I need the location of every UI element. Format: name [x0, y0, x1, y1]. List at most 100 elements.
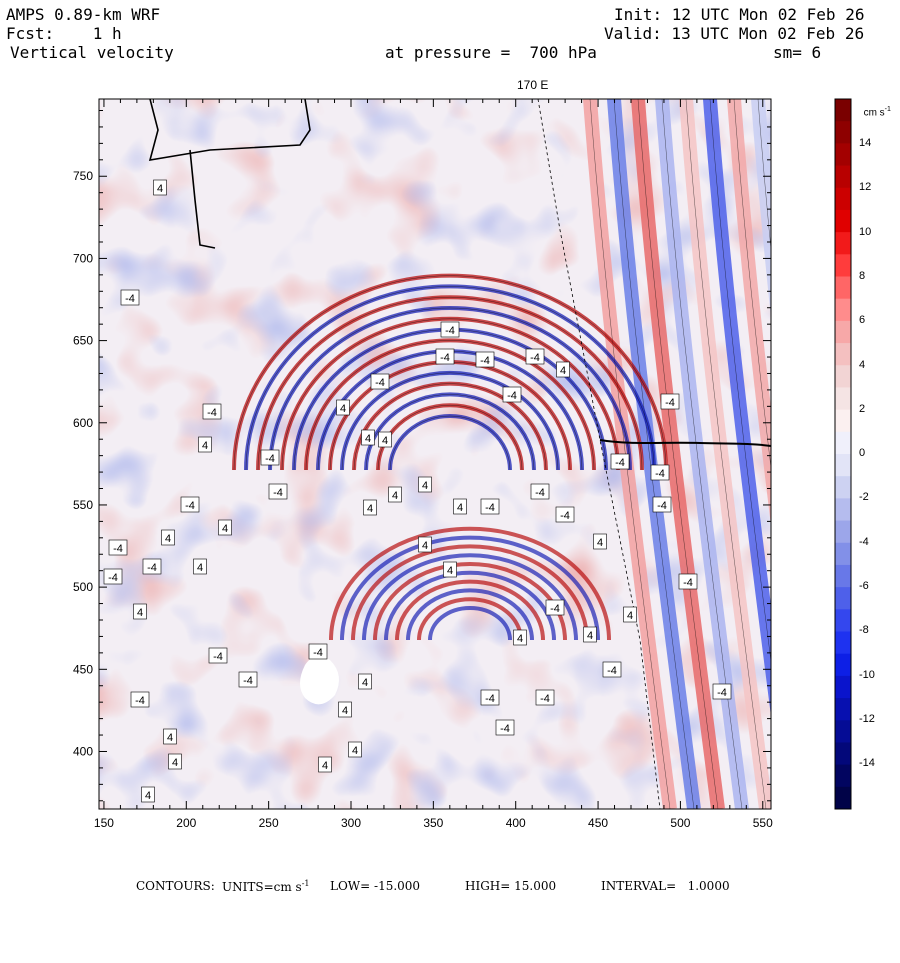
y-tick-label: 750 [73, 169, 93, 183]
contour-label-box [363, 499, 377, 516]
colorbar-swatch [835, 675, 851, 699]
lee-wave-arc [329, 526, 611, 641]
contour-label-box [142, 558, 162, 575]
contour-label-box [535, 689, 555, 706]
colorbar-tick-label: -4 [859, 535, 869, 548]
contour-label: 4 [222, 523, 228, 535]
colorbar-swatch [835, 454, 851, 477]
contour-label: 4 [365, 433, 371, 445]
y-tick-label: 500 [73, 580, 93, 594]
x-tick-label: 450 [588, 816, 608, 830]
contour-label: -4 [135, 695, 145, 707]
colorbar-swatch [835, 720, 851, 743]
contour-label-box [130, 691, 150, 708]
contour-label: -4 [665, 397, 675, 409]
meridian-label: 170 E [517, 78, 549, 92]
contour-label: -4 [507, 390, 517, 402]
contour-label-box [480, 689, 500, 706]
contour-label: 4 [517, 633, 523, 645]
colorbar-tick-label: 14 [859, 137, 872, 149]
contours-label: CONTOURS: [136, 879, 215, 893]
lee-wave-arc-contour [389, 415, 511, 471]
contour-label-box [198, 436, 212, 453]
contour-label: -4 [213, 651, 223, 663]
x-tick-label: 500 [670, 816, 690, 830]
colorbar-swatch [835, 786, 851, 810]
colorbar-swatch [835, 165, 851, 189]
colorbar-tick-label: 4 [859, 358, 866, 371]
contours-units: UNITS=cm s-1 [222, 879, 310, 894]
colorbar-swatch [835, 587, 851, 610]
contour-label: 4 [197, 562, 203, 574]
contour-label-box [218, 519, 232, 536]
colorbar-swatch [835, 742, 851, 766]
contour-label: -4 [560, 510, 570, 522]
contour-label: 4 [587, 630, 593, 642]
contour-label-box [525, 348, 545, 365]
contour-label-box [443, 561, 457, 578]
contour-label: -4 [535, 487, 545, 499]
contour-label: 4 [340, 403, 346, 415]
contour-label-box [545, 599, 565, 616]
contours-interval: INTERVAL= 1.0000 [601, 879, 730, 893]
lee-wave-arc-contour [341, 372, 559, 471]
contour-label-box [168, 753, 182, 770]
contour-label: 4 [392, 490, 398, 502]
lee-wave-arc [351, 544, 589, 641]
y-tick-label: 550 [73, 498, 93, 512]
contour-label: 4 [172, 757, 178, 769]
contour-label-box [610, 453, 630, 470]
colorbar-tick-label: -6 [859, 580, 869, 592]
contour-label-box [602, 661, 622, 678]
x-tick-label: 550 [753, 816, 773, 830]
contour-label: 4 [352, 745, 358, 757]
contour-label-box [513, 629, 527, 646]
contour-label: -4 [480, 355, 490, 367]
colorbar-swatch [835, 298, 851, 322]
lee-wave-arc [384, 570, 556, 641]
contour-label: 4 [157, 183, 163, 195]
contour-label-box [418, 536, 432, 553]
contour-label: 4 [367, 503, 373, 515]
contour-label-box [348, 741, 362, 758]
contour-label: 4 [322, 760, 328, 772]
colorbar-swatch [835, 542, 851, 566]
contour-label: -4 [273, 487, 283, 499]
colorbar-swatch [835, 764, 851, 788]
forecast-hour: Fcst: 1 h [6, 24, 122, 43]
contour-label: 4 [137, 607, 143, 619]
colorbar-swatch [835, 431, 851, 455]
lee-wave-arc [395, 579, 545, 641]
contour-label-box [660, 393, 680, 410]
y-tick-label: 650 [73, 334, 93, 348]
contour-label-box [141, 786, 155, 803]
contour-label-box [678, 573, 698, 590]
lee-wave-arc-contour [281, 318, 619, 471]
x-tick-label: 150 [94, 816, 114, 830]
colorbar-tick-label: -14 [859, 757, 875, 770]
contour-label-box [108, 539, 128, 556]
colorbar-swatch [835, 99, 851, 122]
colorbar-swatch [835, 143, 851, 167]
contour-label-box [318, 756, 332, 773]
contour-label: 4 [627, 610, 633, 622]
x-tick-label: 200 [176, 816, 196, 830]
contour-label-box [440, 321, 460, 338]
contour-label-box [530, 483, 550, 500]
contour-label: -4 [445, 325, 455, 337]
contour-label-box [268, 483, 288, 500]
contour-label: -4 [125, 293, 135, 305]
contour-label: -4 [540, 693, 550, 705]
contour-label-box [103, 568, 123, 585]
colorbar-swatch [835, 564, 851, 588]
colorbar-swatch [835, 498, 851, 522]
lee-wave-arc [406, 588, 534, 641]
colorbar-swatch [835, 653, 851, 677]
contour-label: -4 [207, 407, 217, 419]
contour-label: 4 [422, 540, 428, 552]
colorbar-swatch [835, 232, 851, 255]
contour-label: 4 [422, 480, 428, 492]
lee-wave-arc-contour [245, 286, 655, 471]
contour-label-box [238, 671, 258, 688]
contour-label-box [712, 683, 732, 700]
